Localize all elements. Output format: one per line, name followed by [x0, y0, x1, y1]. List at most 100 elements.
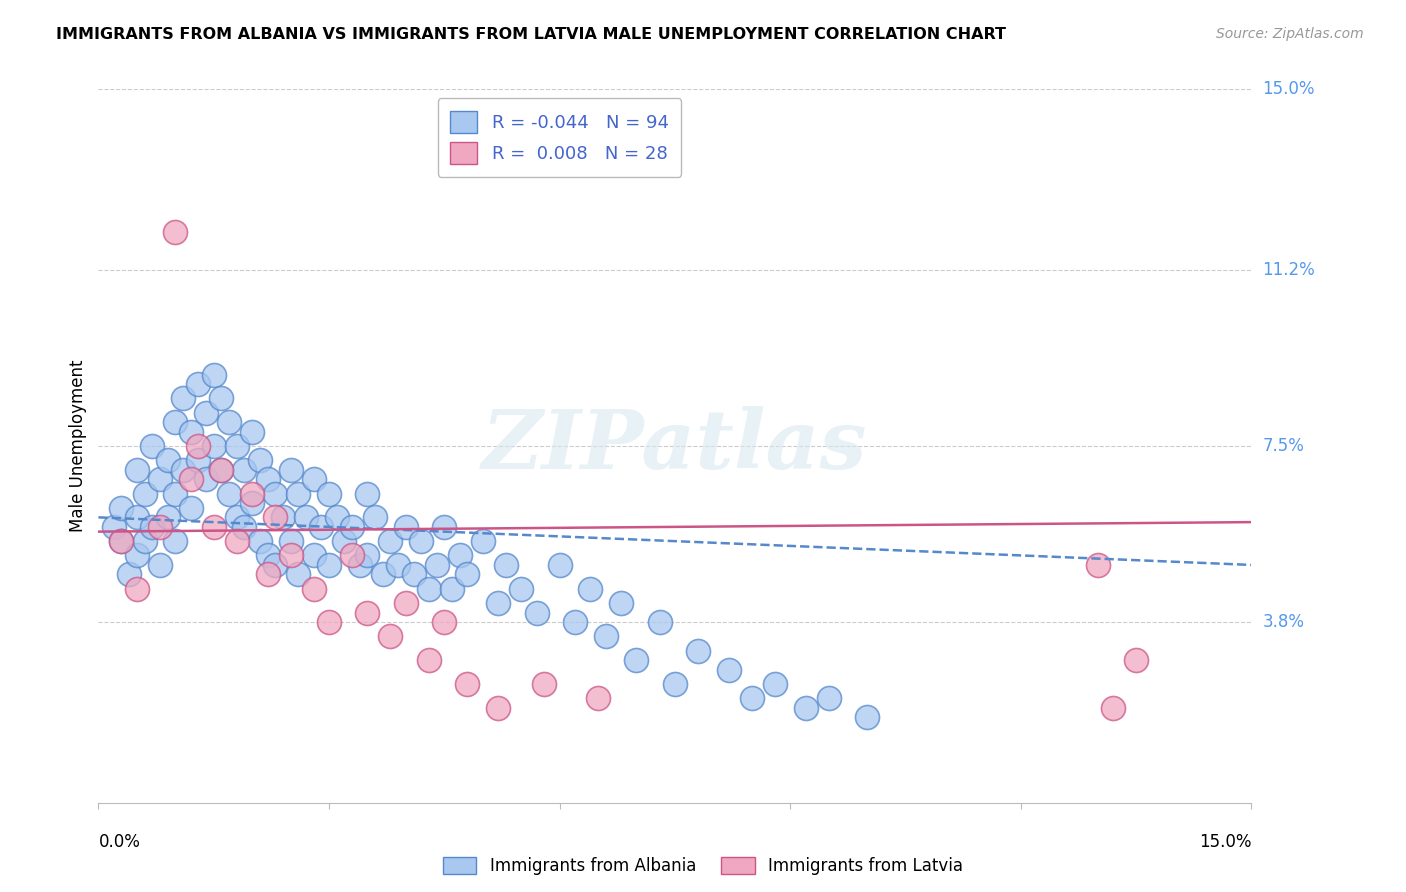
Point: [626, 653, 648, 667]
Point: [225, 510, 247, 524]
Point: [325, 510, 347, 524]
Point: [449, 549, 471, 563]
Point: [318, 615, 340, 629]
Point: [110, 500, 132, 515]
Point: [125, 549, 148, 563]
Point: [195, 472, 218, 486]
Point: [165, 225, 187, 239]
Point: [395, 520, 418, 534]
Point: [595, 629, 617, 643]
Point: [240, 496, 263, 510]
Point: [664, 677, 686, 691]
Point: [486, 596, 509, 610]
Point: [440, 582, 463, 596]
Legend: R = -0.044   N = 94, R =  0.008   N = 28: R = -0.044 N = 94, R = 0.008 N = 28: [437, 98, 682, 177]
Point: [209, 463, 232, 477]
Point: [356, 606, 378, 620]
Point: [202, 520, 225, 534]
Point: [318, 558, 340, 572]
Point: [456, 677, 478, 691]
Point: [172, 392, 194, 406]
Point: [264, 486, 287, 500]
Point: [371, 567, 394, 582]
Point: [110, 534, 132, 549]
Point: [380, 534, 402, 549]
Point: [387, 558, 409, 572]
Point: [209, 463, 232, 477]
Point: [356, 549, 378, 563]
Point: [495, 558, 517, 572]
Text: 0.0%: 0.0%: [98, 833, 141, 851]
Point: [240, 425, 263, 439]
Point: [256, 567, 278, 582]
Point: [349, 558, 371, 572]
Point: [402, 567, 425, 582]
Point: [264, 510, 287, 524]
Point: [218, 486, 240, 500]
Point: [233, 520, 256, 534]
Point: [1102, 700, 1125, 714]
Point: [202, 439, 225, 453]
Point: [240, 486, 263, 500]
Point: [456, 567, 478, 582]
Point: [165, 415, 187, 429]
Point: [311, 520, 333, 534]
Point: [318, 486, 340, 500]
Point: [411, 534, 433, 549]
Point: [141, 520, 163, 534]
Text: IMMIGRANTS FROM ALBANIA VS IMMIGRANTS FROM LATVIA MALE UNEMPLOYMENT CORRELATION : IMMIGRANTS FROM ALBANIA VS IMMIGRANTS FR…: [56, 27, 1007, 42]
Point: [165, 486, 187, 500]
Point: [156, 510, 179, 524]
Point: [249, 453, 271, 467]
Point: [418, 582, 440, 596]
Text: 7.5%: 7.5%: [1263, 437, 1305, 455]
Point: [149, 472, 172, 486]
Point: [564, 615, 586, 629]
Point: [302, 549, 325, 563]
Point: [180, 500, 202, 515]
Point: [856, 710, 879, 724]
Point: [149, 520, 172, 534]
Y-axis label: Male Unemployment: Male Unemployment: [69, 359, 87, 533]
Point: [287, 567, 309, 582]
Point: [548, 558, 571, 572]
Point: [125, 582, 148, 596]
Point: [187, 377, 209, 392]
Point: [1087, 558, 1109, 572]
Text: 15.0%: 15.0%: [1263, 80, 1315, 98]
Point: [510, 582, 533, 596]
Point: [195, 406, 218, 420]
Point: [433, 520, 456, 534]
Point: [302, 582, 325, 596]
Point: [110, 534, 132, 549]
Point: [579, 582, 602, 596]
Point: [433, 615, 456, 629]
Point: [264, 558, 287, 572]
Point: [141, 439, 163, 453]
Point: [763, 677, 786, 691]
Point: [280, 534, 302, 549]
Point: [295, 510, 318, 524]
Point: [741, 691, 763, 706]
Point: [395, 596, 418, 610]
Point: [280, 549, 302, 563]
Point: [486, 700, 509, 714]
Text: Source: ZipAtlas.com: Source: ZipAtlas.com: [1216, 27, 1364, 41]
Point: [125, 510, 148, 524]
Point: [187, 453, 209, 467]
Point: [271, 510, 294, 524]
Point: [165, 534, 187, 549]
Point: [209, 392, 232, 406]
Point: [302, 472, 325, 486]
Point: [526, 606, 548, 620]
Point: [225, 439, 247, 453]
Text: ZIPatlas: ZIPatlas: [482, 406, 868, 486]
Point: [471, 534, 494, 549]
Point: [1125, 653, 1147, 667]
Point: [180, 425, 202, 439]
Point: [172, 463, 194, 477]
Point: [648, 615, 671, 629]
Point: [256, 472, 278, 486]
Point: [356, 486, 378, 500]
Point: [426, 558, 449, 572]
